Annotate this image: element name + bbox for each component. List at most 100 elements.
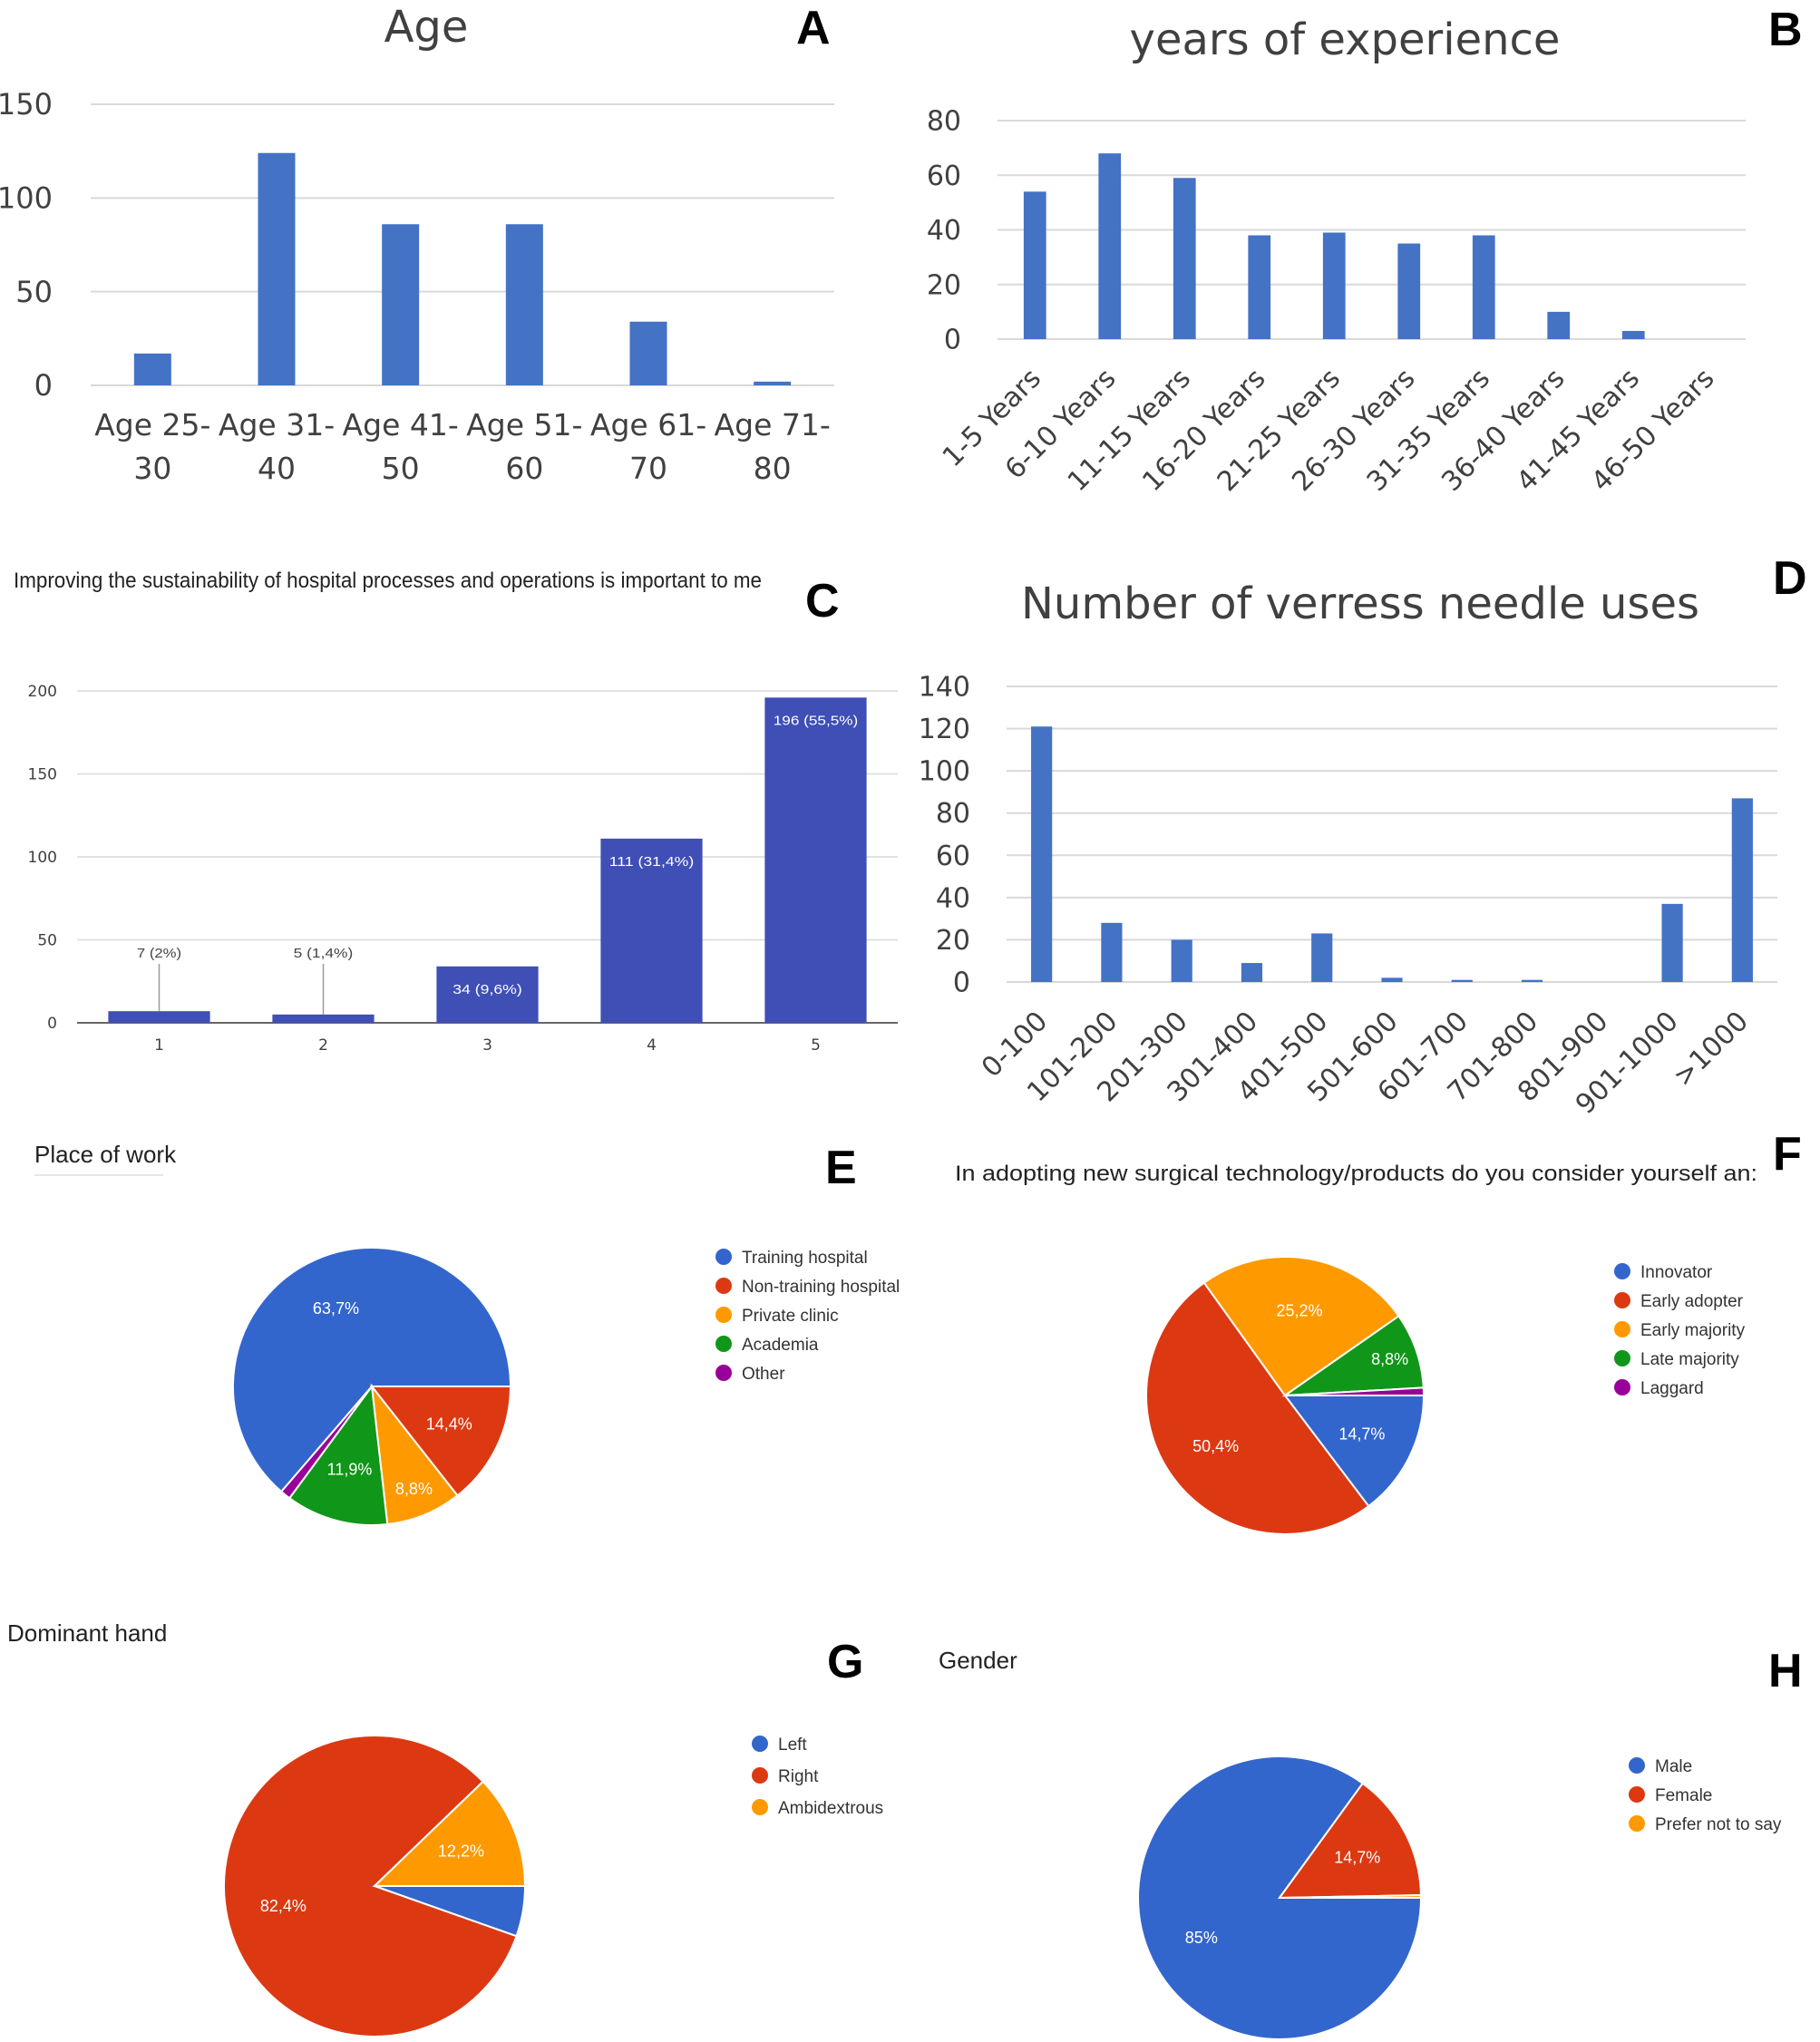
chart-c-bar (108, 1011, 210, 1023)
chart-a-xtick-label: Age 31- (219, 407, 335, 442)
chart-d-ytick-label: 60 (936, 841, 970, 872)
chart-d-title: Number of verress needle uses (1021, 579, 1699, 629)
chart-a-xtick-label: Age 51- (466, 407, 582, 442)
chart-a-bar (754, 381, 792, 385)
chart-h-slice (1279, 1894, 1423, 1899)
chart-d-ytick-label: 100 (919, 756, 970, 788)
chart-g-title: Dominant hand (7, 1619, 167, 1647)
chart-f-slice-label: 50,4% (1192, 1437, 1239, 1455)
chart-g-slice (372, 1780, 527, 1887)
chart-h-legend-label: Prefer not to say (1655, 1815, 1782, 1834)
chart-e-legend-label: Non-training hospital (742, 1278, 900, 1297)
chart-a-xtick-label: 80 (754, 451, 792, 486)
chart-e-slice-label: 11,9% (327, 1461, 373, 1479)
chart-e-legend-label: Private clinic (742, 1307, 839, 1326)
chart-f: 14,7% 50,4% 25,2% 8,8% Innovator Early adopte… (1144, 1256, 1746, 1536)
chart-e-slice-label: 8,8% (395, 1480, 433, 1498)
panel-letter-d: D (1773, 552, 1807, 605)
chart-c-ytick-label: 0 (47, 1015, 57, 1033)
chart-d-bar (1171, 939, 1192, 982)
chart-c-data-label: 34 (9,6%) (453, 982, 522, 997)
chart-d-bar (1311, 933, 1333, 982)
chart-b-bar (1248, 235, 1271, 339)
chart-c-title: Improving the sustainability of hospital… (14, 569, 762, 593)
chart-d-ytick-label: 80 (936, 798, 970, 830)
chart-b-bar (1621, 330, 1645, 339)
chart-h-slice (1278, 1782, 1422, 1900)
chart-c-data-label: 7 (2%) (137, 946, 181, 961)
chart-a-xtick-label: Age 41- (343, 407, 459, 442)
chart-e-slice (232, 1247, 512, 1493)
chart-f-legend-label: Late majority (1640, 1350, 1739, 1369)
chart-a-ytick-label: 150 (0, 87, 53, 122)
chart-a-xtick-label: 70 (629, 451, 667, 486)
chart-d-bar (1031, 726, 1053, 982)
chart-c-xtick-label: 5 (811, 1036, 821, 1055)
panel-letter-a: A (796, 2, 831, 54)
chart-h-title: Gender (939, 1647, 1017, 1674)
chart-f-legend-label: Early adopter (1640, 1292, 1744, 1311)
chart-d-bar (1661, 903, 1683, 982)
chart-b-ytick-label: 60 (927, 160, 961, 192)
chart-b-ytick-label: 40 (927, 215, 961, 247)
chart-h-legend-label: Female (1655, 1786, 1712, 1805)
chart-b-ytick-label: 80 (927, 106, 961, 138)
chart-e-slice (287, 1384, 389, 1526)
chart-e-slice-label: 14,4% (426, 1415, 472, 1433)
chart-a-xtick-label: Age 61- (590, 407, 706, 442)
chart-a-xtick-label: 50 (382, 451, 420, 486)
chart-e-legend-label: Training hospital (742, 1249, 868, 1268)
chart-h-slice-label: 85% (1185, 1929, 1218, 1947)
chart-d-ytick-label: 120 (919, 714, 970, 745)
chart-c-data-label: 196 (55,5%) (774, 713, 859, 728)
chart-e-slice (369, 1385, 512, 1497)
chart-f-legend-swatch (1614, 1321, 1630, 1337)
chart-f-slice (1282, 1395, 1426, 1508)
chart-e-title: Place of work (34, 1141, 177, 1168)
chart-c-ytick-label: 100 (28, 849, 57, 867)
chart-d-xtick-label: >1000 (1668, 1006, 1756, 1094)
chart-d-bar (1101, 922, 1123, 982)
panel-letter-h: H (1768, 1645, 1803, 1697)
chart-c-bar (436, 966, 539, 1023)
panel-letter-b: B (1768, 4, 1803, 56)
chart-c-bar (764, 697, 867, 1023)
chart-f-legend-label: Early majority (1640, 1321, 1746, 1340)
chart-f-slice-label: 25,2% (1276, 1302, 1322, 1320)
chart-a-xtick-label: 30 (133, 451, 171, 486)
chart-f-slice (1144, 1281, 1370, 1536)
chart-d-bar (1381, 977, 1403, 982)
panel-letter-c: C (805, 575, 840, 627)
chart-a-xtick-label: Age 71- (715, 407, 831, 442)
chart-d-ytick-label: 20 (936, 925, 970, 957)
chart-f-title: In adopting new surgical technology/prod… (955, 1162, 1757, 1186)
chart-b-bar (1397, 243, 1421, 339)
chart-g-slice (223, 1735, 518, 2037)
chart-e-legend-swatch (715, 1307, 732, 1323)
chart-e-slice (279, 1386, 373, 1500)
chart-b-title: years of experience (1130, 15, 1561, 65)
chart-f-legend-swatch (1614, 1292, 1630, 1308)
chart-a-bar (258, 152, 296, 385)
chart-a-ytick-label: 50 (15, 275, 53, 309)
chart-g-legend-swatch (752, 1736, 768, 1752)
chart-b-bar (1472, 235, 1495, 339)
chart-e-legend-label: Other (742, 1365, 785, 1384)
chart-d-bar (1241, 963, 1263, 982)
chart-g-legend-label: Left (778, 1736, 807, 1755)
chart-a-title: Age (384, 2, 469, 53)
chart-c-xtick-label: 3 (482, 1036, 492, 1055)
chart-c-data-label: 111 (31,4%) (609, 854, 695, 870)
chart-c-ytick-label: 200 (28, 683, 57, 701)
chart-c: 0 50 100 150 200 1 7 (2%) 2 5 (1,4%) 3 34 (9,6%) 4 1… (28, 683, 898, 1055)
chart-a-bar (133, 353, 171, 385)
chart-d-bar (1731, 798, 1753, 982)
chart-g-legend-swatch (752, 1799, 768, 1815)
chart-h-legend-swatch (1629, 1815, 1645, 1832)
chart-f-slice-label: 8,8% (1371, 1350, 1408, 1368)
chart-f-legend-label: Innovator (1640, 1263, 1713, 1282)
chart-f-slice (1284, 1386, 1426, 1396)
chart-g-slice-label: 82,4% (260, 1897, 307, 1915)
chart-e-legend-swatch (715, 1336, 732, 1352)
chart-a-bar (629, 321, 667, 385)
